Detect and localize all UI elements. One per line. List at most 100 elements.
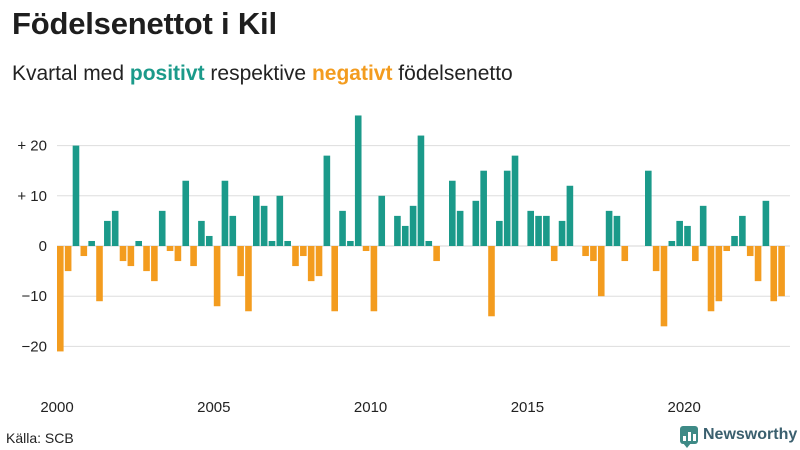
bar-negative <box>237 246 244 277</box>
bar-positive <box>135 240 142 246</box>
bar-negative <box>715 246 723 302</box>
bar-positive <box>198 220 205 246</box>
bar-positive <box>268 240 276 246</box>
bar-positive <box>323 155 331 246</box>
bar-negative <box>245 246 252 312</box>
y-tick-label: + 10 <box>17 188 47 205</box>
bar-positive <box>699 205 707 246</box>
bar-negative <box>778 246 785 297</box>
bar-negative <box>213 246 221 307</box>
bar-negative <box>307 246 315 282</box>
brand-name: Newsworthy <box>703 426 798 443</box>
bar-negative <box>80 246 88 257</box>
bar-positive <box>409 205 417 246</box>
bar-positive <box>731 235 738 246</box>
brand-logo: Newsworthy <box>680 426 798 448</box>
bar-positive <box>158 210 166 246</box>
bar-positive <box>449 180 456 246</box>
bar-positive <box>284 240 291 246</box>
bar-positive <box>229 215 237 246</box>
bar-positive <box>613 215 621 246</box>
y-tick-label: −20 <box>22 338 47 355</box>
bar-positive <box>472 200 480 246</box>
bar-positive <box>739 215 746 246</box>
x-tick-label: 2015 <box>511 399 544 416</box>
bar-negative <box>127 246 135 267</box>
y-axis-ticks: + 20 + 10 0 −10 −20 <box>17 138 47 356</box>
source-label: Källa: SCB <box>6 430 74 446</box>
bar-positive <box>72 145 80 246</box>
bar-negative <box>151 246 158 282</box>
bar-positive <box>762 200 770 246</box>
bar-negative <box>754 246 762 282</box>
bar-positive <box>511 155 519 246</box>
bar-positive <box>378 195 386 246</box>
newsworthy-logo-icon <box>680 426 698 448</box>
bar-negative <box>96 246 103 302</box>
bar-positive <box>543 215 550 246</box>
bar-negative <box>315 246 323 277</box>
x-axis-ticks: 2000 2005 2010 2015 2020 <box>40 399 701 416</box>
bar-positive <box>394 215 401 246</box>
x-tick-label: 2020 <box>668 399 701 416</box>
bar-negative <box>550 246 558 262</box>
bar-series <box>57 115 785 352</box>
bar-negative <box>723 246 730 252</box>
x-tick-label: 2005 <box>197 399 230 416</box>
bar-positive <box>347 240 354 246</box>
x-tick-label: 2000 <box>40 399 73 416</box>
bar-negative <box>692 246 699 262</box>
bar-positive <box>668 240 676 246</box>
bar-negative <box>331 246 338 312</box>
bar-negative <box>362 246 370 252</box>
y-tick-label: −10 <box>22 288 47 305</box>
bar-positive <box>339 210 346 246</box>
bar-negative <box>597 246 605 297</box>
bar-negative <box>746 246 754 257</box>
bar-positive <box>558 220 566 246</box>
chart-subtitle: Kvartal med positivt respektive negativt… <box>12 62 513 86</box>
chart-title: Födelsenettot i Kil <box>12 6 277 41</box>
bar-positive <box>527 210 534 246</box>
bar-positive <box>205 235 213 246</box>
bar-positive <box>253 195 260 246</box>
bar-negative <box>660 246 668 327</box>
bar-negative <box>143 246 150 272</box>
subtitle-middle: respektive <box>204 62 312 85</box>
bar-negative <box>582 246 589 257</box>
bar-negative <box>57 246 64 352</box>
bar-negative <box>292 246 299 267</box>
bar-positive <box>104 220 111 246</box>
bar-positive <box>354 115 362 246</box>
bar-negative <box>370 246 378 312</box>
bar-negative <box>64 246 72 272</box>
bar-positive <box>684 225 691 246</box>
bar-positive <box>535 215 542 246</box>
subtitle-positive: positivt <box>129 62 205 85</box>
subtitle-suffix: födelsenetto <box>392 62 513 85</box>
x-tick-label: 2010 <box>354 399 387 416</box>
bar-positive <box>425 240 433 246</box>
bar-negative <box>652 246 660 272</box>
bar-positive <box>221 180 229 246</box>
bar-negative <box>707 246 715 312</box>
y-tick-label: + 20 <box>17 138 47 155</box>
bar-negative <box>433 246 440 262</box>
bar-positive <box>260 205 268 246</box>
bar-negative <box>119 246 127 262</box>
bar-positive <box>503 170 511 246</box>
bar-negative <box>166 246 174 252</box>
bar-positive <box>566 185 574 246</box>
bar-positive <box>676 220 683 246</box>
bar-positive <box>276 195 284 246</box>
subtitle-prefix: Kvartal med <box>12 62 130 85</box>
bar-negative <box>770 246 778 302</box>
bar-negative <box>300 246 307 257</box>
bar-positive <box>401 225 409 246</box>
y-tick-label: 0 <box>39 238 47 255</box>
bar-positive <box>496 220 503 246</box>
subtitle-negative: negativt <box>311 62 393 85</box>
bar-positive <box>417 135 425 246</box>
bar-positive <box>456 210 464 246</box>
